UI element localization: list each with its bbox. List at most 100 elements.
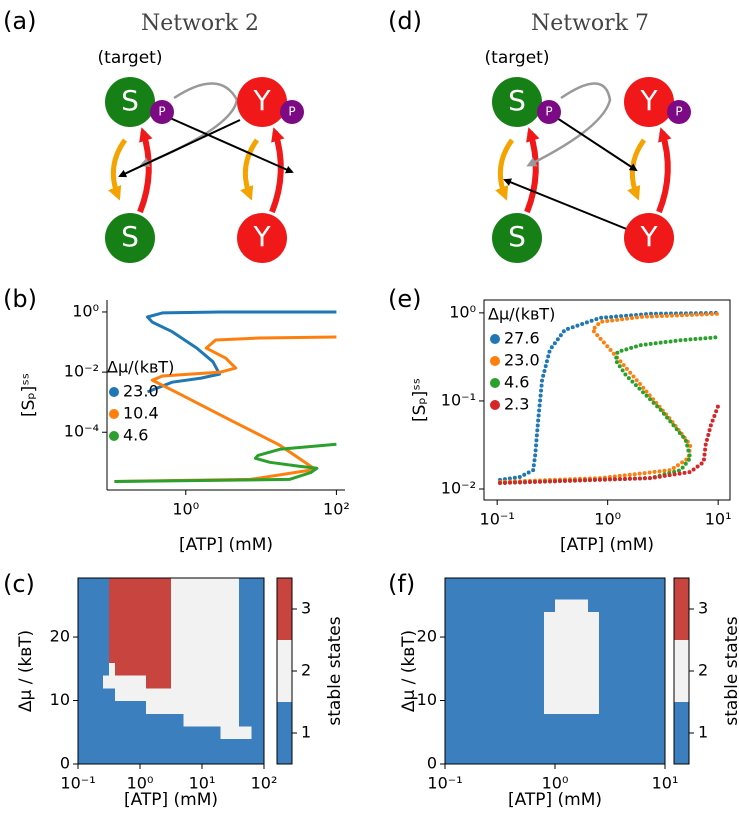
heatmap-cell (78, 700, 85, 714)
heatmap-cell (96, 598, 104, 613)
heatmap-cell (208, 687, 215, 702)
heatmap-cell (533, 624, 545, 638)
heatmap-cell (208, 637, 215, 651)
heatmap-cell (146, 738, 153, 752)
heatmap-cell (245, 624, 253, 638)
heatmap-cell (214, 649, 222, 664)
heatmap-cell (232, 713, 240, 727)
heatmap-cell (251, 662, 259, 676)
heatmap-cell (232, 649, 240, 664)
heatmap-cell (84, 700, 91, 714)
heatmap-cell (84, 751, 91, 765)
heatmap-cell (84, 637, 91, 651)
heatmap-cell (164, 738, 172, 752)
heatmap-cell (510, 624, 523, 638)
heatmap-cell (588, 725, 600, 740)
heatmap-cell (195, 598, 203, 613)
heatmap-cell (245, 725, 253, 740)
node (624, 77, 674, 127)
heatmap-cell (643, 624, 655, 638)
heatmap-cell (466, 611, 479, 625)
legend-marker (109, 431, 119, 441)
heatmap-cell (653, 611, 666, 625)
heatmap-cell (202, 598, 209, 613)
heatmap-cell (456, 751, 468, 765)
heatmap-cell (170, 751, 178, 765)
heatmap-cell (220, 725, 228, 740)
heatmap-cell (202, 637, 209, 651)
heatmap-cell (521, 713, 534, 727)
heatmap-cell (576, 611, 589, 625)
heatmap-cell (158, 586, 166, 600)
heatmap-cell (140, 611, 147, 625)
x-tick-label: 10⁻¹ (480, 510, 515, 529)
heatmap-cell (521, 738, 534, 752)
heatmap-cell (257, 586, 265, 600)
heatmap-cell (609, 725, 622, 740)
heatmap-cell (251, 675, 259, 689)
y-tick-label: 10⁻² (441, 478, 476, 497)
heatmap-cell (220, 713, 228, 727)
heatmap-cell (183, 751, 191, 765)
heatmap-cell (239, 725, 246, 740)
heatmap-cell (643, 637, 655, 651)
heatmap-cell (631, 624, 644, 638)
heatmap-cell (232, 624, 240, 638)
heatmap-cell (543, 586, 556, 600)
heatmap-cell (533, 611, 545, 625)
heatmap-cell (164, 725, 172, 740)
heatmap-cell (588, 611, 600, 625)
heatmap-cell (170, 675, 178, 689)
heatmap-cell (521, 586, 534, 600)
heatmap-cell (108, 700, 116, 714)
heatmap-cell (533, 649, 545, 664)
heatmap-cell (566, 700, 578, 714)
heatmap-cell (202, 738, 209, 752)
heatmap-cell (488, 738, 501, 752)
heatmap-cell (609, 662, 622, 676)
heatmap-cell (521, 637, 534, 651)
heatmap-cell (214, 624, 222, 638)
heatmap-cell (631, 725, 644, 740)
heatmap-cell (488, 713, 501, 727)
y-tick-label: 10 (417, 690, 437, 709)
heatmap-cell (202, 578, 209, 587)
heatmap-cell (177, 738, 184, 752)
heatmap-cell (226, 700, 234, 714)
heatmap-cell (653, 713, 666, 727)
heatmap-cell (643, 713, 655, 727)
heatmap-cell (499, 578, 512, 587)
heatmap-cell (631, 662, 644, 676)
heatmap-cell (609, 738, 622, 752)
heatmap-cell (220, 598, 228, 613)
heatmap-cell (108, 687, 116, 702)
gray-arrow (526, 82, 612, 167)
heatmap-cell (478, 624, 490, 638)
heatmap-cell (90, 687, 98, 702)
heatmap-cell (133, 578, 141, 587)
heatmap-cell (208, 700, 215, 714)
heatmap-cell (643, 687, 655, 702)
heatmap-cell (653, 586, 666, 600)
phospho-label: P (545, 105, 552, 119)
heatmap-cell (478, 700, 490, 714)
x-axis-label: [ATP] (mM) (179, 535, 273, 555)
heatmap-cell (108, 713, 116, 727)
heatmap-cell (108, 675, 116, 689)
heatmap-cell (232, 738, 240, 752)
y-tick-label: 10⁻⁴ (64, 422, 99, 441)
heatmap-cell (90, 649, 98, 664)
data-line (498, 310, 721, 482)
x-tick-label: 10⁰ (172, 500, 199, 519)
heatmap-cell (84, 725, 91, 740)
diagram-title: Network 7 (531, 11, 649, 36)
heatmap-cell (127, 662, 135, 676)
heatmap-cell (164, 578, 172, 587)
heatmap-cell (202, 687, 209, 702)
heatmap-cell (220, 578, 228, 587)
heatmap-cell (133, 700, 141, 714)
heatmap-cell (620, 586, 633, 600)
heatmap-cell (208, 598, 215, 613)
heatmap-cell (620, 578, 633, 587)
heatmap-cell (609, 649, 622, 664)
